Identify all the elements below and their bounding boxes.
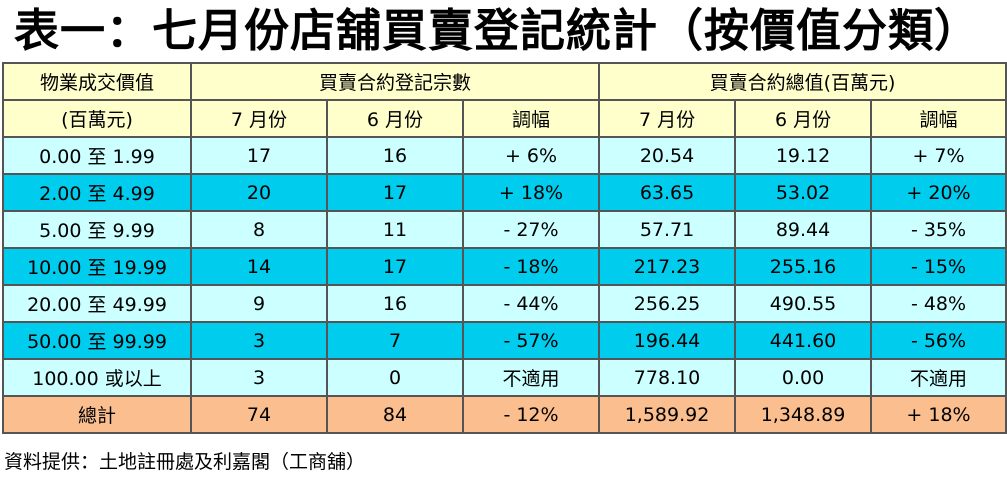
count-change-cell: - 18% — [461, 247, 601, 286]
value-change-cell: - 48% — [870, 284, 1007, 323]
category-header-line2: (百萬元) — [2, 99, 192, 138]
table-row: 20.00 至 49.99 9 16 - 44% 256.25 490.55 -… — [2, 284, 1007, 323]
range-cell: 50.00 至 99.99 — [2, 321, 192, 360]
count-group-header: 買賣合約登記宗數 — [189, 62, 601, 101]
table-row: 2.00 至 4.99 20 17 + 18% 63.65 53.02 + 20… — [2, 173, 1007, 212]
value-july-cell: 778.10 — [598, 358, 737, 397]
count-change-header: 調幅 — [461, 99, 601, 138]
value-july-cell: 57.71 — [598, 210, 737, 249]
category-header-line1: 物業成交價值 — [2, 62, 192, 101]
count-june-cell: 16 — [326, 284, 464, 323]
value-june-cell: 53.02 — [734, 173, 873, 212]
range-cell: 100.00 或以上 — [2, 358, 192, 397]
range-cell: 5.00 至 9.99 — [2, 210, 192, 249]
count-change-cell: - 57% — [461, 321, 601, 360]
header-row-1: 物業成交價值 買賣合約登記宗數 買賣合約總值(百萬元) — [2, 62, 1007, 101]
count-july-cell: 9 — [190, 284, 328, 323]
value-change-cell: + 7% — [870, 136, 1007, 175]
total-count-june: 84 — [326, 395, 464, 434]
range-cell: 2.00 至 4.99 — [2, 173, 192, 212]
table-row: 50.00 至 99.99 3 7 - 57% 196.44 441.60 - … — [2, 321, 1007, 360]
value-july-cell: 20.54 — [598, 136, 737, 175]
count-july-cell: 17 — [190, 136, 328, 175]
count-june-header: 6 月份 — [326, 99, 464, 138]
value-june-cell: 19.12 — [734, 136, 873, 175]
value-july-cell: 217.23 — [598, 247, 737, 286]
table-row: 0.00 至 1.99 17 16 + 6% 20.54 19.12 + 7% — [2, 136, 1007, 175]
total-value-june: 1,348.89 — [734, 395, 873, 434]
total-label: 總計 — [2, 395, 192, 434]
total-value-july: 1,589.92 — [598, 395, 737, 434]
table-row: 5.00 至 9.99 8 11 - 27% 57.71 89.44 - 35% — [2, 210, 1007, 249]
value-june-cell: 255.16 — [734, 247, 873, 286]
total-count-july: 74 — [190, 395, 328, 434]
value-change-cell: - 15% — [870, 247, 1007, 286]
count-june-cell: 17 — [326, 173, 464, 212]
count-july-cell: 3 — [190, 321, 328, 360]
source-note: 資料提供：土地註冊處及利嘉閣（工商舖） — [4, 451, 366, 473]
value-july-header: 7 月份 — [598, 99, 737, 138]
value-july-cell: 63.65 — [598, 173, 737, 212]
range-cell: 10.00 至 19.99 — [2, 247, 192, 286]
value-group-header: 買賣合約總值(百萬元) — [598, 62, 1007, 101]
value-june-cell: 89.44 — [734, 210, 873, 249]
value-july-cell: 196.44 — [598, 321, 737, 360]
value-june-cell: 0.00 — [734, 358, 873, 397]
value-june-cell: 441.60 — [734, 321, 873, 360]
count-july-header: 7 月份 — [190, 99, 328, 138]
value-june-cell: 490.55 — [734, 284, 873, 323]
total-value-change: + 18% — [870, 395, 1007, 434]
value-change-cell: - 56% — [870, 321, 1007, 360]
count-june-cell: 11 — [326, 210, 464, 249]
total-row: 總計 74 84 - 12% 1,589.92 1,348.89 + 18% — [2, 395, 1007, 434]
value-change-header: 調幅 — [870, 99, 1007, 138]
count-june-cell: 7 — [326, 321, 464, 360]
count-june-cell: 0 — [326, 358, 464, 397]
count-june-cell: 17 — [326, 247, 464, 286]
count-july-cell: 3 — [190, 358, 328, 397]
count-change-cell: + 18% — [461, 173, 601, 212]
table-row: 100.00 或以上 3 0 不適用 778.10 0.00 不適用 — [2, 358, 1007, 397]
count-july-cell: 8 — [190, 210, 328, 249]
value-change-cell: + 20% — [870, 173, 1007, 212]
header-row-2: (百萬元) 7 月份 6 月份 調幅 7 月份 6 月份 調幅 — [2, 99, 1007, 138]
page-title: 表一：七月份店舖買賣登記統計（按價值分類） — [14, 4, 981, 57]
total-count-change: - 12% — [461, 395, 601, 434]
value-change-cell: 不適用 — [870, 358, 1007, 397]
table-row: 10.00 至 19.99 14 17 - 18% 217.23 255.16 … — [2, 247, 1007, 286]
count-july-cell: 20 — [190, 173, 328, 212]
count-change-cell: 不適用 — [461, 358, 601, 397]
range-cell: 0.00 至 1.99 — [2, 136, 192, 175]
count-july-cell: 14 — [190, 247, 328, 286]
count-june-cell: 16 — [326, 136, 464, 175]
value-change-cell: - 35% — [870, 210, 1007, 249]
count-change-cell: - 44% — [461, 284, 601, 323]
count-change-cell: - 27% — [461, 210, 601, 249]
range-cell: 20.00 至 49.99 — [2, 284, 192, 323]
value-july-cell: 256.25 — [598, 284, 737, 323]
statistics-table: 物業成交價值 買賣合約登記宗數 買賣合約總值(百萬元) (百萬元) 7 月份 6… — [2, 62, 1007, 434]
count-change-cell: + 6% — [461, 136, 601, 175]
value-june-header: 6 月份 — [734, 99, 873, 138]
